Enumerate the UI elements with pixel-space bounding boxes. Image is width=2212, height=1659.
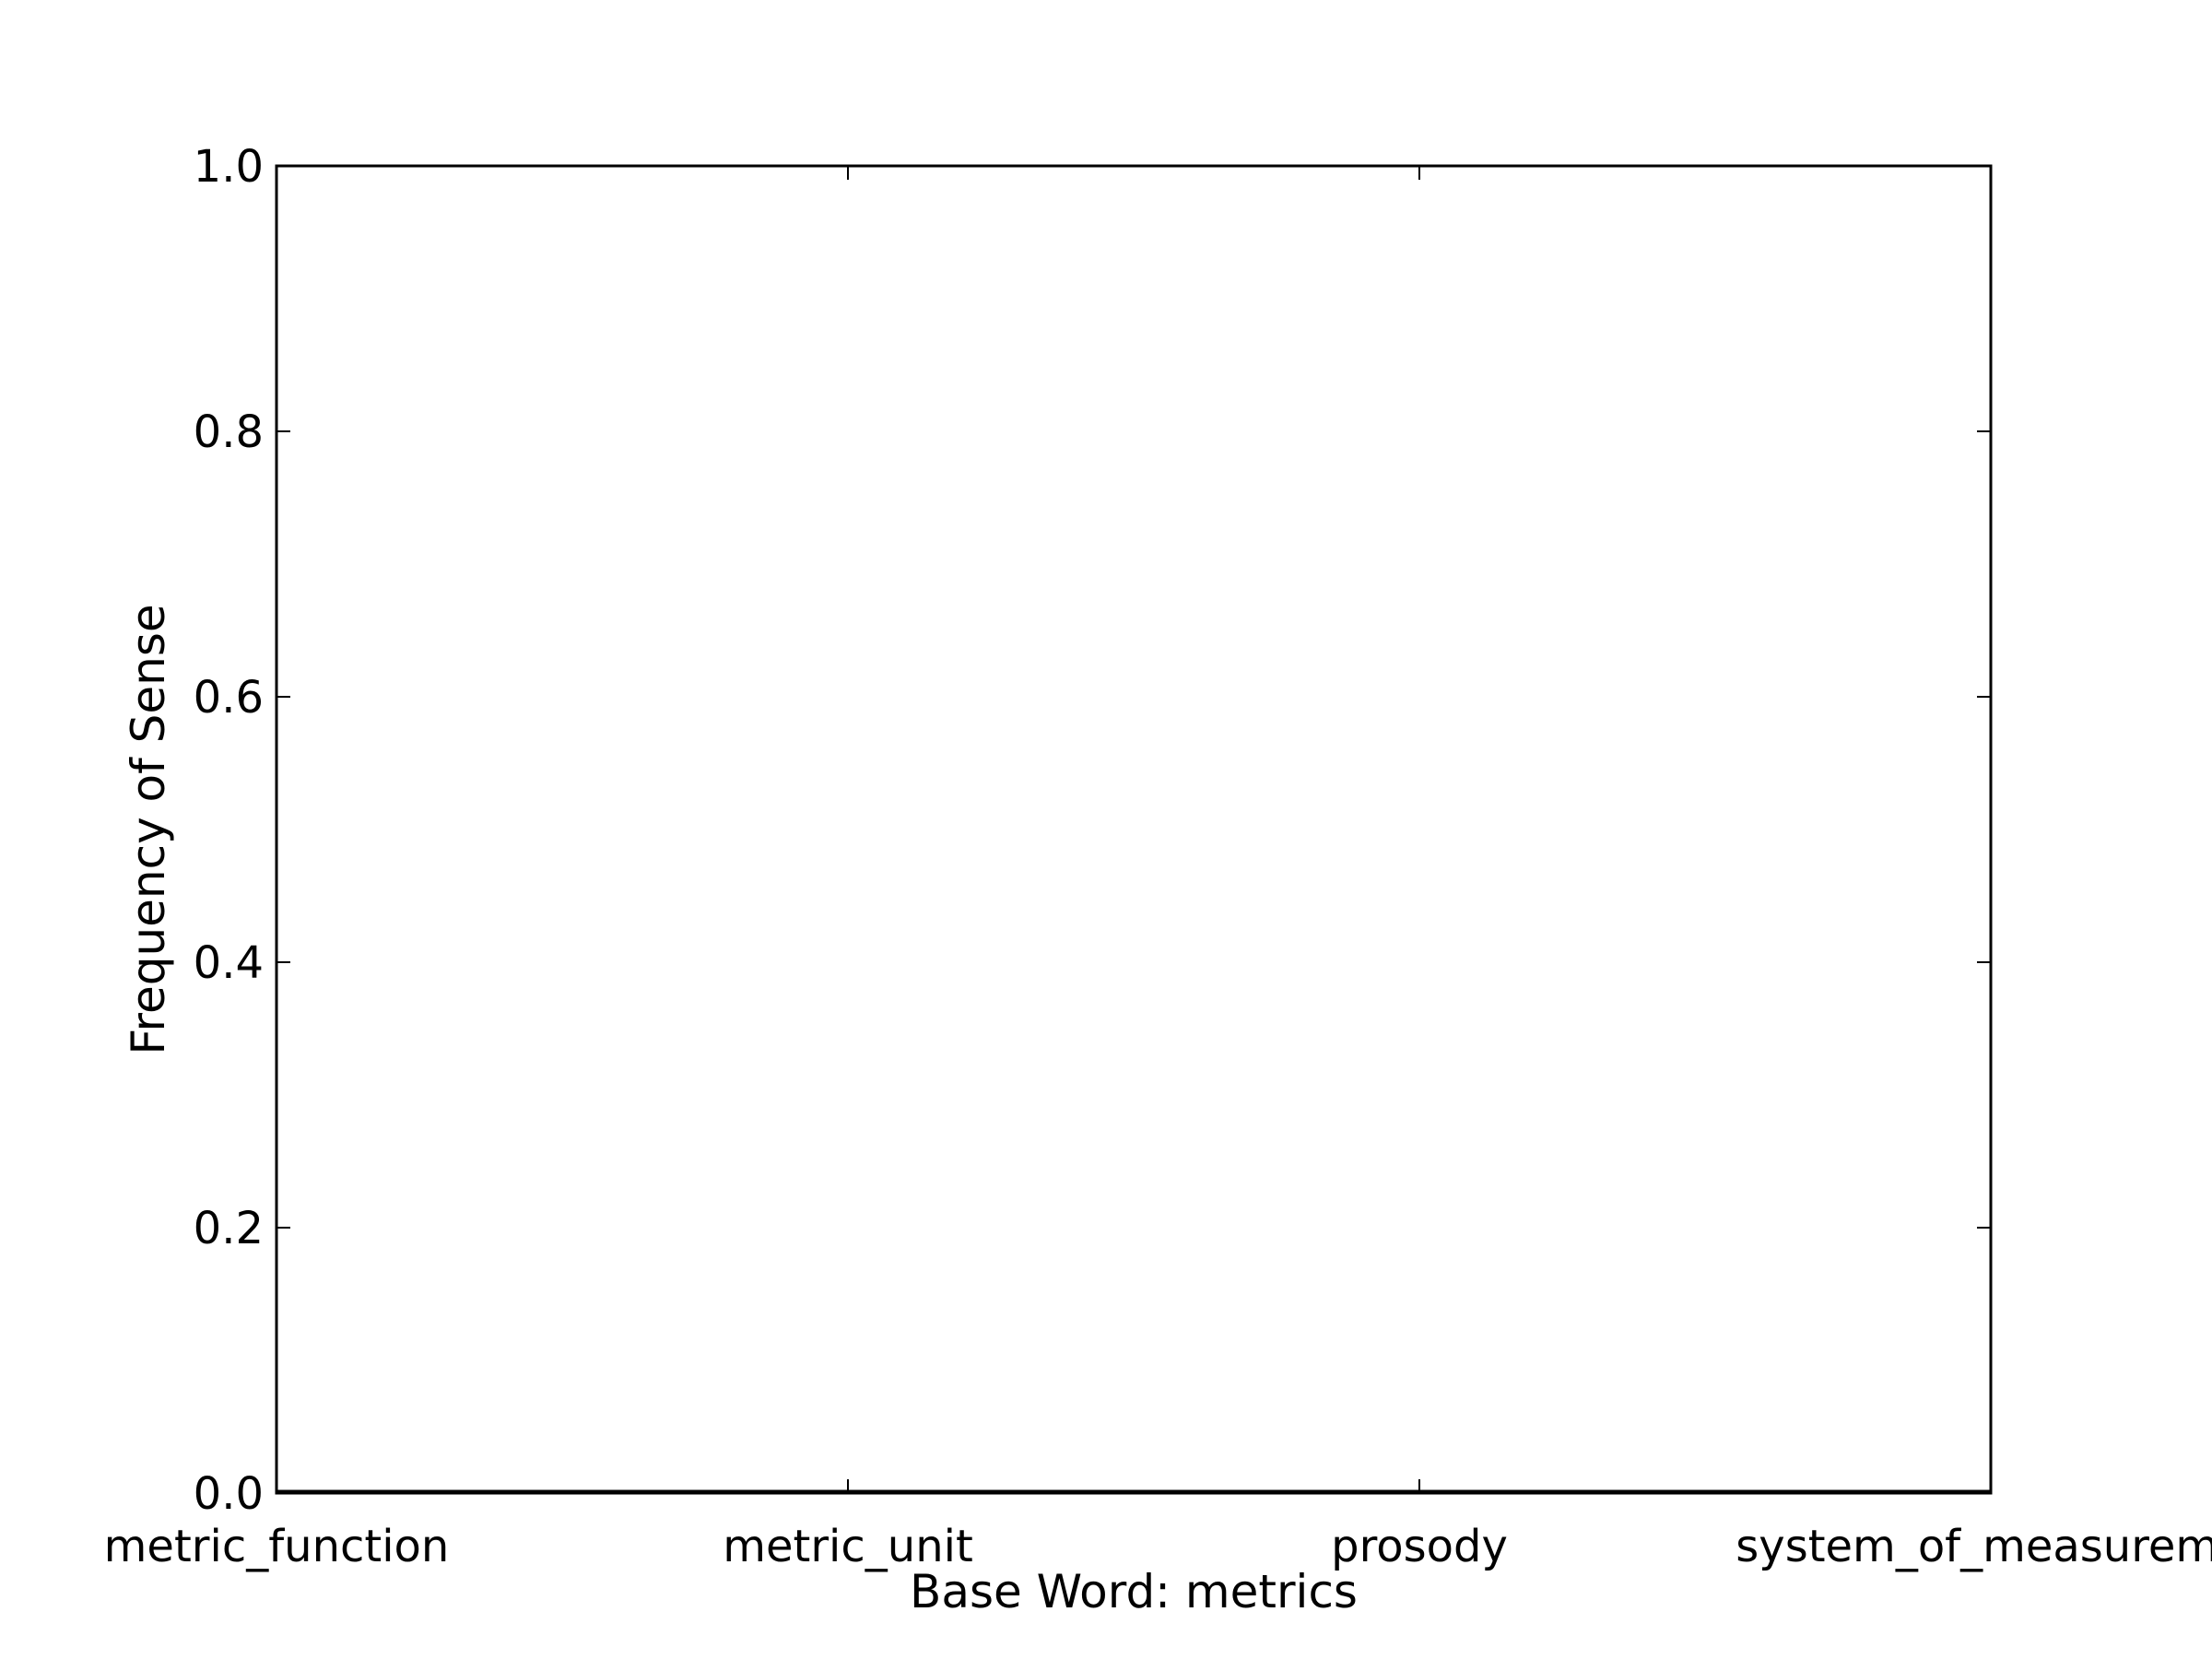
y-axis-label: Frequency of Sense — [122, 604, 175, 1054]
y-tick-label: 0.8 — [194, 406, 264, 458]
x-tick-label: metric_unit — [723, 1521, 973, 1572]
y-tick-label: 0.0 — [194, 1468, 264, 1520]
ticks-group — [276, 166, 1991, 1493]
x-tick-label: metric_function — [104, 1521, 450, 1572]
y-tick-labels: 0.0 0.2 0.4 0.6 0.8 1.0 — [194, 141, 264, 1520]
y-tick-label: 0.6 — [194, 672, 264, 724]
plot-frame — [275, 164, 1993, 1495]
x-axis-label: Base Word: metrics — [910, 1565, 1358, 1618]
x-tick-labels: metric_function metric_unit prosody system_… — [104, 1521, 2212, 1572]
x-tick-label: system_of_measureme — [1735, 1521, 2212, 1572]
y-tick-label: 0.2 — [194, 1203, 264, 1254]
x-tick-label: prosody — [1331, 1521, 1508, 1572]
y-tick-label: 1.0 — [194, 141, 264, 193]
y-tick-label: 0.4 — [194, 937, 264, 989]
